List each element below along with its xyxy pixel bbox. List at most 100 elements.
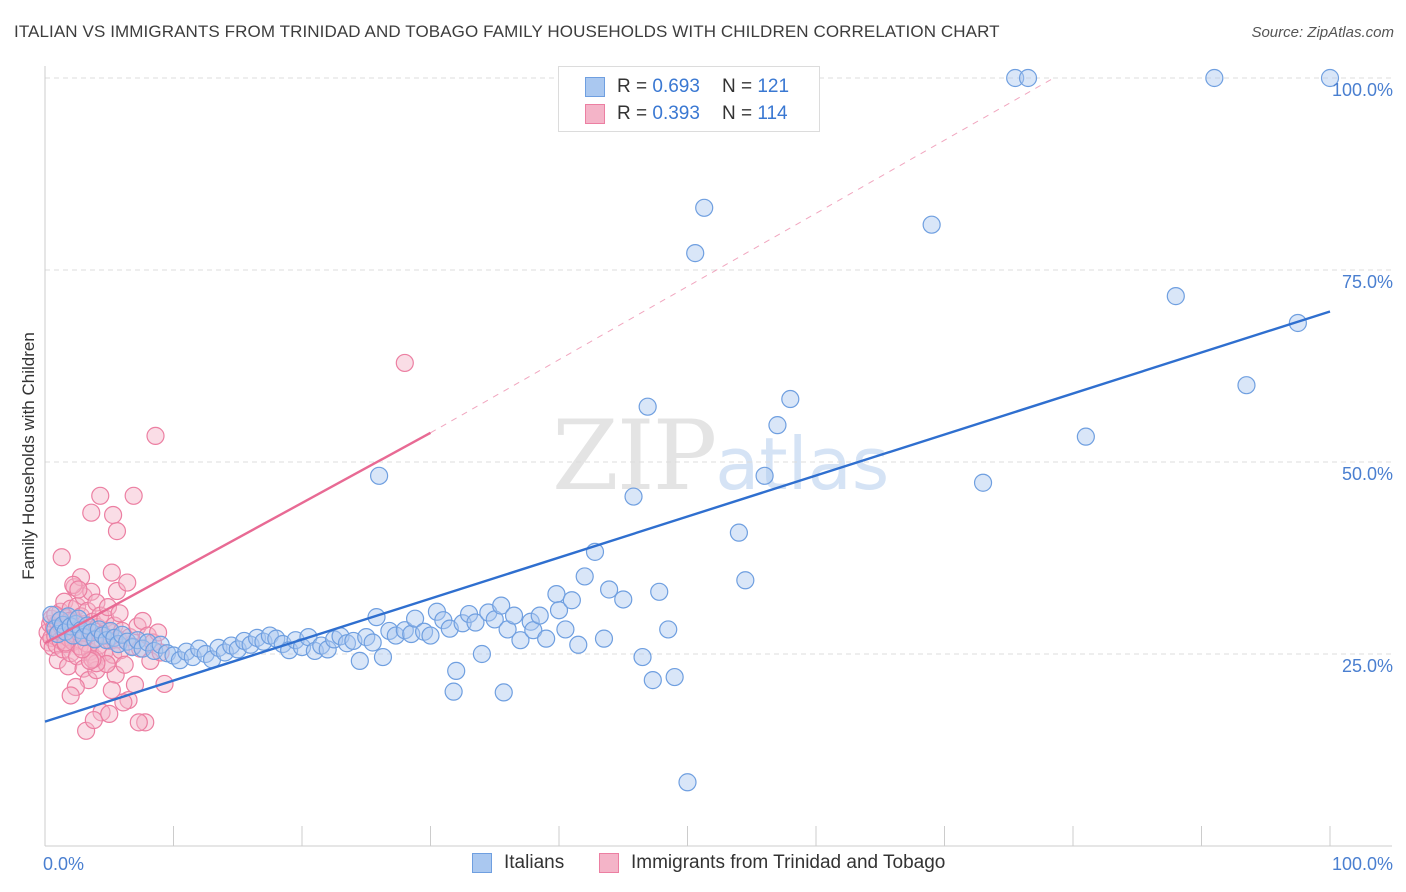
italians-point [755, 466, 774, 485]
italians-point [624, 487, 643, 506]
italians-point [569, 635, 588, 654]
italians-point [421, 626, 440, 645]
trinidad-point [118, 573, 137, 592]
italians-point [1320, 68, 1340, 88]
italians-point [447, 661, 466, 680]
gridlines [45, 77, 1392, 655]
italians-point [729, 523, 749, 542]
italians-point [973, 473, 993, 492]
n-label: N = [721, 76, 753, 97]
r-label: R = [617, 103, 648, 124]
trinidad-legend-swatch [599, 853, 619, 873]
italians-point [547, 584, 566, 604]
italians-point [380, 621, 399, 641]
italians-point [678, 773, 697, 792]
italians-point [453, 614, 472, 633]
n-label: N = [721, 103, 753, 124]
r-value: 0.693 [652, 76, 700, 97]
italians-point [1006, 68, 1025, 88]
italians-point [638, 397, 657, 416]
y-tick-label: 100.0% [1332, 80, 1393, 100]
italians-point [695, 198, 714, 217]
trinidad-point [395, 353, 414, 373]
stats-legend: R = 0.693 N = 121 R = 0.393 N = 114 [558, 66, 820, 132]
italians-trend-line [44, 310, 1331, 723]
trinidad-swatch [585, 104, 605, 124]
trinidad-point [69, 580, 88, 599]
italians-legend-swatch [472, 853, 492, 873]
trinidad-point [146, 426, 165, 445]
italians-point [370, 466, 389, 485]
trinidad-point [87, 661, 106, 680]
x-tick-label-max: 100.0% [1332, 854, 1393, 874]
watermark: ZIPatlas [552, 400, 889, 512]
watermark-zip: ZIP [552, 400, 717, 512]
legend-item-italians: Italians [472, 852, 564, 874]
italians-point [659, 620, 678, 639]
italians-point [556, 620, 575, 639]
n-value: 121 [757, 76, 790, 97]
trinidad-point [136, 713, 155, 732]
stats-legend-row-italians: R = 0.693 N = 121 [585, 74, 789, 100]
chart-title: ITALIAN VS IMMIGRANTS FROM TRINIDAD AND … [14, 22, 1000, 41]
italians-point [1288, 313, 1307, 333]
legend-item-trinidad: Immigrants from Trinidad and Tobago [599, 852, 945, 874]
italians-point [768, 416, 787, 435]
series-trinidad-points [38, 353, 414, 740]
watermark-atlas: atlas [715, 422, 890, 506]
italians-point [363, 633, 382, 652]
italians-point [405, 609, 425, 628]
trinidad-point [107, 522, 127, 541]
y-tick-label: 50.0% [1342, 464, 1393, 484]
italians-point [472, 644, 491, 664]
italians-point [1237, 376, 1256, 395]
stats-legend-row-trinidad: R = 0.393 N = 114 [585, 101, 788, 127]
trinidad-point [91, 486, 110, 505]
trinidad-point [128, 617, 147, 636]
series-legend: Italians Immigrants from Trinidad and To… [0, 852, 1406, 878]
trinidad-point [52, 548, 71, 567]
italians-point [1205, 68, 1224, 88]
italians-point [1018, 68, 1038, 88]
italians-point [466, 613, 485, 632]
trend-lines [44, 77, 1331, 723]
italians-point [575, 567, 594, 586]
italians-point [511, 631, 530, 650]
italians-point [736, 571, 755, 590]
y-tick-label: 75.0% [1342, 272, 1393, 292]
italians-point [504, 606, 524, 625]
italians-point [643, 671, 662, 690]
italians-point [549, 601, 569, 620]
italians-point [318, 640, 337, 659]
trinidad-point [61, 686, 80, 705]
italians-point [537, 629, 556, 648]
legend-label-italians: Italians [504, 852, 565, 873]
r-value: 0.393 [652, 103, 700, 124]
italians-point [594, 629, 614, 648]
trinidad-point [84, 710, 103, 730]
italians-point [373, 647, 393, 667]
italians-swatch [585, 77, 605, 97]
n-value: 114 [757, 103, 788, 124]
italians-point [444, 682, 463, 701]
trinidad-point [104, 505, 123, 525]
italians-point [922, 215, 941, 234]
italians-point [350, 651, 369, 671]
trinidad-point [100, 704, 119, 724]
tick-labels: 25.0% 50.0% 75.0% 100.0% 0.0% 100.0% Family Ho… [19, 80, 1393, 874]
italians-point [492, 596, 511, 615]
y-axis-title: Family Households with Children [19, 332, 38, 580]
italians-point [614, 590, 633, 609]
italians-point [633, 647, 652, 667]
x-tick-label-min: 0.0% [43, 854, 84, 874]
italians-point [367, 608, 386, 627]
italians-point [665, 667, 684, 687]
italians-point [562, 591, 581, 610]
italians-point [494, 683, 513, 702]
trinidad-point [102, 563, 121, 582]
trinidad-trend-line [44, 431, 432, 645]
source-label: Source: ZipAtlas.com [1251, 24, 1394, 41]
italians-point [781, 389, 800, 409]
trinidad-point [124, 486, 143, 505]
y-tick-label: 25.0% [1342, 656, 1393, 676]
